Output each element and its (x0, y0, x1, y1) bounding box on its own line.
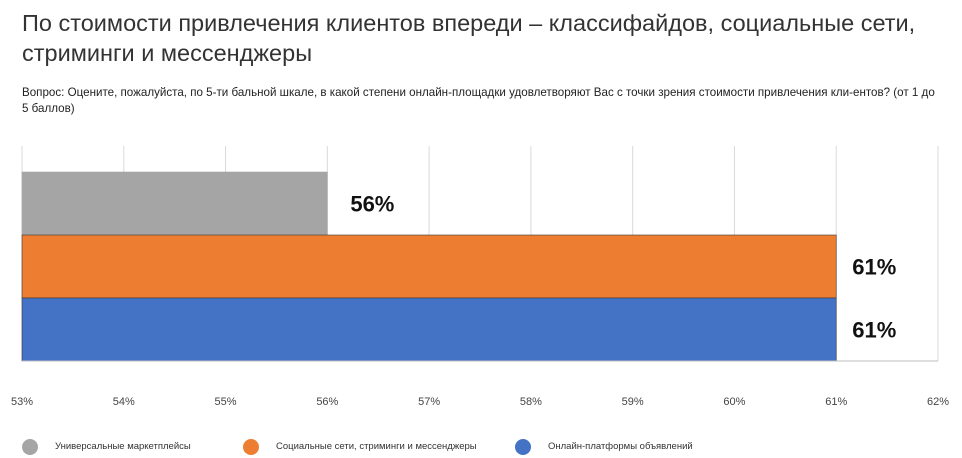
bar (21, 297, 837, 362)
legend-label-classifieds: Онлайн-платформы объявлений (548, 441, 693, 452)
chart-subtitle: Вопрос: Оцените, пожалуйста, по 5-ти бал… (22, 86, 935, 115)
bar (21, 171, 328, 236)
legend-swatch-social (243, 439, 259, 455)
x-tick-label: 61% (825, 396, 847, 408)
chart-legend: Универсальные маркетплейсы Социальные се… (22, 438, 952, 456)
x-tick-label: 60% (723, 396, 745, 408)
x-tick-label: 53% (11, 396, 33, 408)
bar-value-label: 61% (852, 318, 896, 343)
bar-value-label: 56% (350, 192, 394, 217)
x-tick-label: 58% (520, 396, 542, 408)
x-tick-label: 55% (215, 396, 237, 408)
bar-value-label: 61% (852, 255, 896, 280)
x-tick-label: 62% (927, 396, 949, 408)
legend-swatch-classifieds (515, 439, 531, 455)
x-tick-label: 57% (418, 396, 440, 408)
legend-label-social: Социальные сети, стриминги и мессенджеры (276, 441, 477, 452)
legend-swatch-marketplaces (22, 439, 38, 455)
chart-title: По стоимости привлечения клиентов вперед… (22, 10, 916, 66)
legend-label-marketplaces: Универсальные маркетплейсы (55, 441, 191, 452)
x-tick-label: 54% (113, 396, 135, 408)
bar (21, 234, 837, 299)
x-tick-label: 56% (316, 396, 338, 408)
bar-chart: 53% 54% 55% 56% 57% 58% 59% 60% 61% 62% 56% 61% 61% (11, 146, 949, 408)
x-tick-label: 59% (622, 396, 644, 408)
